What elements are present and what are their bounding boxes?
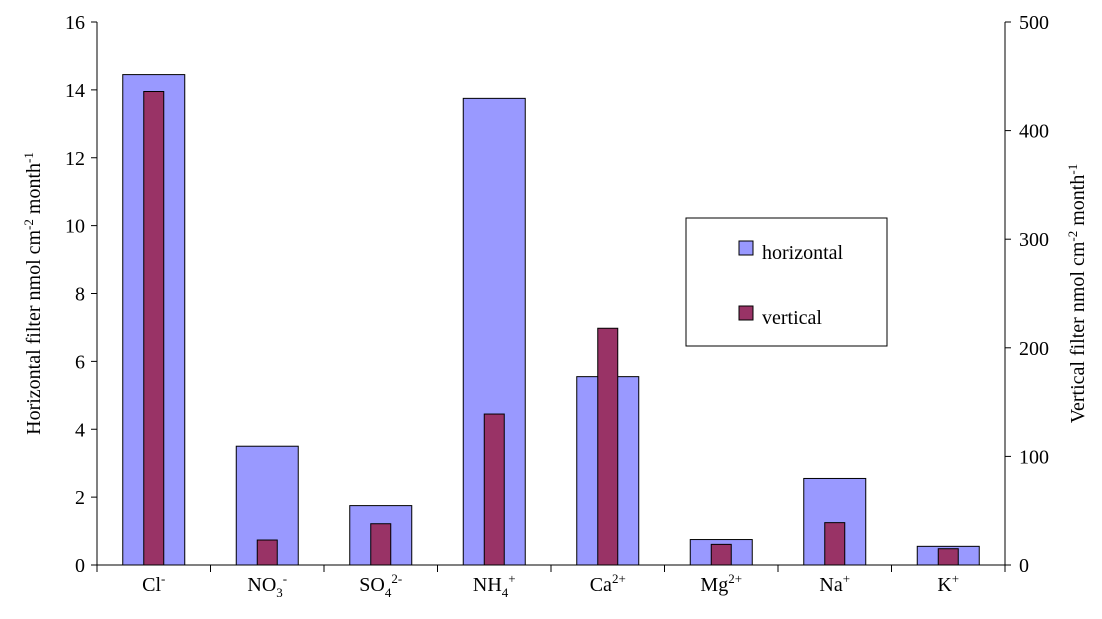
legend-label-vertical: vertical xyxy=(762,307,822,329)
y-right-tick-label: 400 xyxy=(1019,121,1049,143)
y-right-tick-label: 200 xyxy=(1019,338,1049,360)
bar-vertical xyxy=(144,92,164,565)
bar-vertical xyxy=(938,549,958,565)
legend-label-horizontal: horizontal xyxy=(762,242,844,264)
y-axis-right-title: Vertical filter nmol cm-2 month-1 xyxy=(1065,164,1090,423)
x-tick-label: Na+ xyxy=(819,571,850,596)
y-axis-left-title: Horizontal filter nmol cm-2 month-1 xyxy=(21,152,46,435)
x-tick-label: NO3- xyxy=(247,571,287,600)
x-tick-label: SO42- xyxy=(359,571,402,600)
bar-vertical xyxy=(711,544,731,565)
x-tick-label: K+ xyxy=(937,571,959,596)
y-left-tick-label: 6 xyxy=(75,351,85,373)
legend: horizontal vertical xyxy=(686,218,887,346)
y-right-tick-label: 100 xyxy=(1019,446,1049,468)
bar-vertical xyxy=(825,523,845,565)
y-right-tick-label: 0 xyxy=(1019,555,1029,577)
x-tick-label: Cl- xyxy=(142,571,165,596)
bar-vertical xyxy=(371,524,391,565)
x-tick-label: Mg2+ xyxy=(700,571,742,596)
y-left-tick-label: 4 xyxy=(75,419,85,441)
y-right-tick-label: 300 xyxy=(1019,229,1049,251)
bar-vertical xyxy=(484,414,504,565)
y-left-tick-label: 10 xyxy=(65,216,85,238)
x-tick-label: NH4+ xyxy=(473,571,516,600)
y-left-tick-label: 12 xyxy=(65,148,85,170)
y-left-tick-label: 8 xyxy=(75,284,85,306)
y-left-tick-label: 14 xyxy=(65,80,85,102)
y-right-tick-label: 500 xyxy=(1019,12,1049,34)
y-left-tick-label: 16 xyxy=(65,12,85,34)
legend-swatch-horizontal xyxy=(739,241,753,255)
bar-vertical xyxy=(598,328,618,565)
y-left-tick-label: 2 xyxy=(75,487,85,509)
bar-vertical xyxy=(257,540,277,565)
legend-swatch-vertical xyxy=(739,306,753,320)
x-tick-label: Ca2+ xyxy=(590,571,626,596)
y-left-tick-label: 0 xyxy=(75,555,85,577)
